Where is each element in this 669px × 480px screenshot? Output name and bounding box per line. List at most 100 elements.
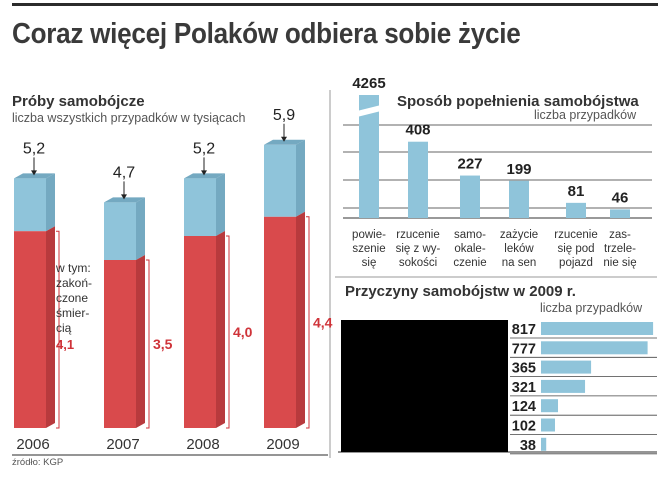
chart3-title: Przyczyny samobójstw w 2009 r. [345,283,576,300]
method-category-label-0: się [362,257,377,269]
attempts-bar-side-2007 [136,197,145,260]
deaths-bracket-2006 [56,230,60,429]
cause-bar-0 [541,322,654,335]
attempts-bar-top-2007 [104,197,145,203]
method-category-label-4: rzucenie [554,229,597,241]
cause-value-6: 38 [520,438,536,454]
method-category-label-1: się z wy- [396,243,441,255]
method-bar-axis-break [357,105,381,117]
method-bar-2 [460,175,480,218]
method-value-1: 408 [405,122,430,139]
deaths-annotation-line: czone [56,291,88,305]
chart3-subtitle: liczba przypadków [540,301,643,315]
deaths-annotation-line: w tym: [55,261,91,275]
attempts-bar-top-2006 [14,173,55,179]
method-category-label-3: leków [504,243,534,255]
cause-bar-5 [541,418,555,432]
attempts-leader-arrow-2009 [281,136,287,142]
attempts-label-2006: 5,2 [23,140,45,157]
deaths-annotation-line: cią [56,321,72,335]
deaths-bar-2009 [264,216,296,428]
top-rule [12,3,658,6]
deaths-bracket-2008 [226,235,230,429]
deaths-bar-side-2008 [216,231,225,428]
attempts-label-2008: 5,2 [193,140,215,157]
attempts-leader-arrow-2007 [121,194,127,200]
deaths-annotation-line: zakoń- [56,276,92,290]
cause-value-0: 817 [512,322,536,338]
redacted-block [341,320,508,452]
method-category-label-5: trzele- [604,243,636,255]
cause-value-2: 365 [512,361,536,377]
attempts-leader-arrow-2006 [31,170,37,176]
method-category-label-0: szenie [352,243,385,255]
method-category-label-2: samo- [454,229,486,241]
year-label-2009: 2009 [266,436,299,453]
attempts-bar-2008 [184,178,216,236]
cause-bar-1 [541,341,648,355]
chart2-subtitle: liczba przypadków [534,108,637,122]
attempts-bar-2006 [14,178,46,232]
source-note: źródło: KGP [12,457,64,468]
cause-value-5: 102 [512,419,536,435]
method-value-2: 227 [457,156,482,173]
method-value-4: 81 [568,183,585,200]
cause-value-1: 777 [512,341,536,357]
deaths-bar-side-2007 [136,255,145,428]
cause-bar-6 [541,437,547,451]
chart2-title: Sposób popełnienia samobójstwa [397,93,639,110]
attempts-bar-top-2008 [184,173,225,179]
chart1-title: Próby samobójcze [12,93,145,110]
method-value-3: 199 [506,161,531,178]
deaths-label-2006: 4,1 [56,337,74,352]
deaths-bar-2008 [184,236,216,428]
method-category-label-5: nie się [603,257,636,269]
method-value-5: 46 [612,189,629,206]
year-label-2006: 2006 [16,436,49,453]
cause-bar-4 [541,399,559,413]
method-category-label-2: okale- [454,243,485,255]
deaths-label-2007: 3,5 [153,336,173,352]
attempts-leader-arrow-2008 [201,170,207,176]
method-bar-0 [359,95,379,218]
method-category-label-1: rzucenie [396,229,439,241]
method-bar-3 [509,180,529,218]
method-category-label-5: zas- [609,229,631,241]
deaths-bar-side-2006 [46,226,55,428]
cause-bar-3 [541,379,586,393]
method-category-label-4: pojazd [559,257,593,269]
method-bar-4 [566,202,586,218]
cause-bar-2 [541,360,592,374]
deaths-annotation-line: śmier- [56,306,89,320]
deaths-bar-2007 [104,260,136,428]
method-value-0: 4265 [352,75,385,92]
attempts-bar-top-2009 [264,139,305,145]
attempts-bar-2007 [104,202,136,260]
deaths-label-2009: 4,4 [313,314,333,330]
deaths-label-2008: 4,0 [233,324,253,340]
year-label-2008: 2008 [186,436,219,453]
method-category-label-1: sokości [399,257,437,269]
method-category-label-3: zażycie [500,229,538,241]
cause-value-4: 124 [512,399,536,415]
deaths-bracket-2009 [306,216,310,429]
method-category-label-4: się pod [557,243,594,255]
method-category-label-3: na sen [502,257,537,269]
attempts-bar-side-2009 [296,139,305,217]
attempts-bar-side-2006 [46,173,55,232]
chart1-subtitle: liczba wszystkich przypadków w tysiącach [12,111,246,125]
deaths-bar-side-2009 [296,211,305,428]
headline: Coraz więcej Polaków odbiera sobie życie [12,18,521,50]
cause-value-3: 321 [512,380,536,396]
deaths-bracket-2007 [146,259,150,429]
year-label-2007: 2007 [106,436,139,453]
method-bar-1 [408,141,428,218]
attempts-label-2007: 4,7 [113,164,135,181]
method-bar-5 [610,209,630,218]
method-category-label-0: powie- [352,229,386,241]
attempts-bar-side-2008 [216,173,225,236]
deaths-bar-2006 [14,231,46,428]
attempts-label-2009: 5,9 [273,107,295,124]
attempts-bar-2009 [264,144,296,217]
method-category-label-2: czenie [453,257,486,269]
